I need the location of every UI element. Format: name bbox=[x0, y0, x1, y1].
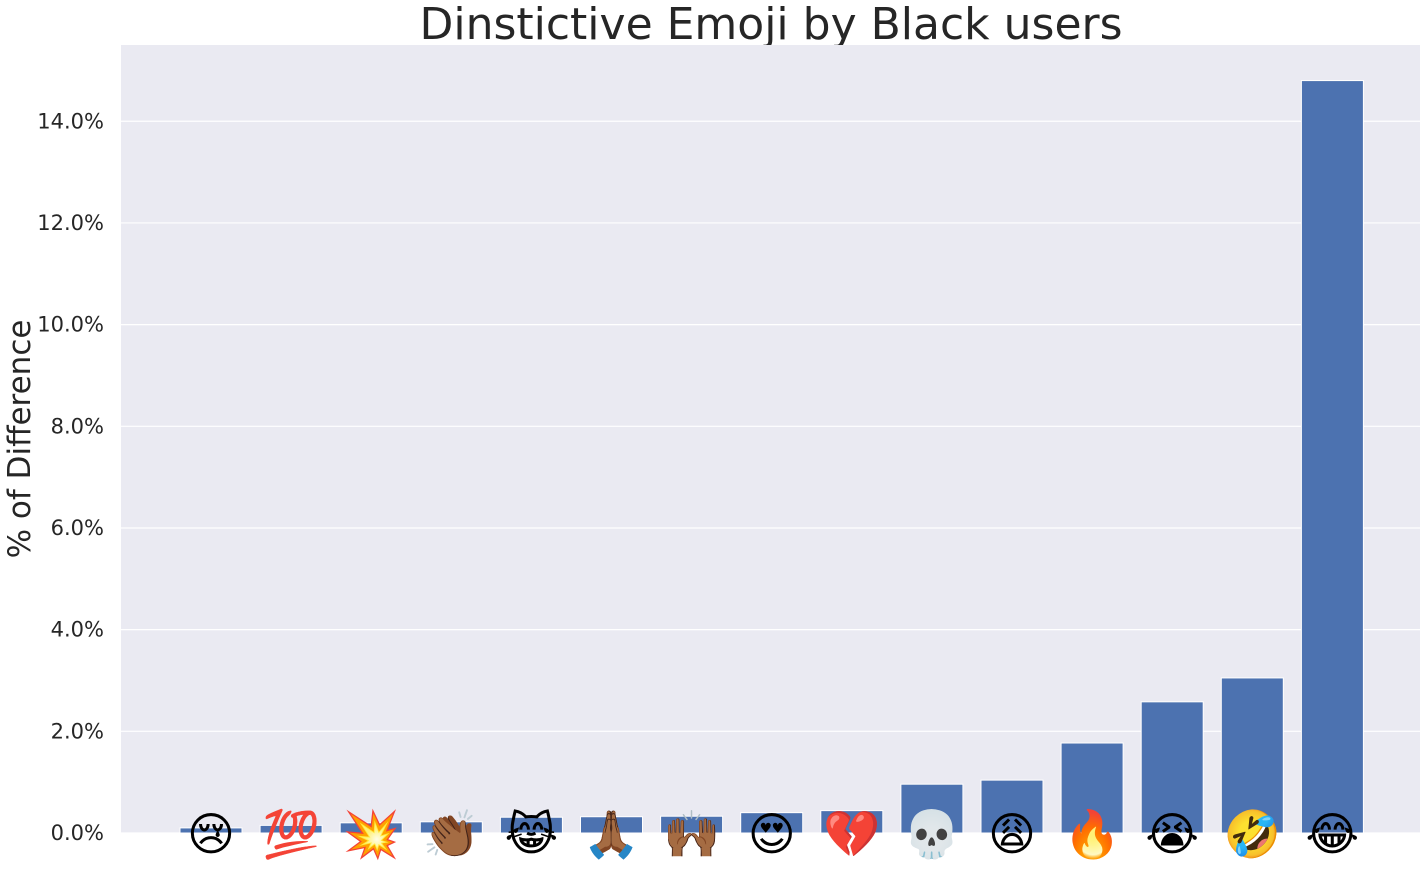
y-tick-label: 4.0% bbox=[51, 618, 104, 642]
loudly-crying-face-icon: 😭 bbox=[1145, 807, 1199, 861]
y-tick-label: 12.0% bbox=[37, 211, 104, 235]
broken-heart-icon: 💔 bbox=[823, 807, 881, 861]
y-tick-label: 8.0% bbox=[51, 414, 104, 438]
heart-eyes-icon: 😍 bbox=[748, 807, 796, 861]
bar-folded-hands bbox=[580, 816, 643, 834]
bar-face-with-tears-of-joy bbox=[1300, 80, 1364, 834]
y-tick-label: 10.0% bbox=[37, 313, 104, 337]
grid-lines bbox=[121, 120, 1420, 834]
bar-broken-heart bbox=[820, 810, 884, 834]
y-tick-label: 14.0% bbox=[37, 109, 104, 133]
bar-collision bbox=[339, 822, 403, 834]
y-tick-label: 0.0% bbox=[51, 821, 104, 845]
collision-icon: 💥 bbox=[343, 807, 400, 862]
x-axis-emoji-labels: 😢 💯 💥 👏🏾 😹 🙏🏾 🙌🏾 😍 💔 💀 😩 🔥 😭 🤣 😂 bbox=[187, 807, 1359, 863]
bar-heart-eyes bbox=[740, 812, 804, 834]
y-tick-label: 6.0% bbox=[51, 516, 104, 540]
skull-icon: 💀 bbox=[903, 807, 960, 861]
bar-weary-face bbox=[980, 779, 1044, 834]
bars bbox=[179, 80, 1364, 834]
bar-fire bbox=[1060, 742, 1124, 834]
raising-hands-icon: 🙌🏾 bbox=[663, 807, 720, 861]
y-axis-ticks: 0.0% 2.0% 4.0% 6.0% 8.0% 10.0% 12.0% 14.0% bbox=[37, 109, 104, 845]
hundred-points-icon: 💯 bbox=[262, 807, 319, 861]
bar-cat-tears-of-joy bbox=[499, 816, 563, 834]
cat-tears-of-joy-icon: 😹 bbox=[505, 807, 559, 861]
bar-skull bbox=[900, 783, 964, 834]
bar-hundred-points bbox=[259, 824, 323, 834]
weary-face-icon: 😩 bbox=[988, 807, 1036, 861]
bar-rolling-on-floor-laughing bbox=[1220, 677, 1284, 834]
bar-loudly-crying-face bbox=[1140, 701, 1204, 834]
rolling-on-floor-laughing-icon: 🤣 bbox=[1222, 807, 1281, 863]
bar-crying-face bbox=[179, 827, 243, 834]
face-with-tears-of-joy-icon: 😂 bbox=[1306, 807, 1360, 861]
bar-raising-hands bbox=[660, 815, 724, 834]
chart-title: Dinstictive Emoji by Black users bbox=[419, 0, 1122, 50]
bar-clapping-hands bbox=[419, 821, 483, 834]
y-axis-label: % of Difference bbox=[2, 320, 38, 559]
clapping-hands-icon: 👏🏾 bbox=[423, 807, 480, 861]
y-tick-label: 2.0% bbox=[51, 719, 104, 743]
fire-icon: 🔥 bbox=[1063, 807, 1120, 861]
folded-hands-icon: 🙏🏾 bbox=[583, 807, 640, 861]
crying-face-icon: 😢 bbox=[187, 807, 235, 861]
